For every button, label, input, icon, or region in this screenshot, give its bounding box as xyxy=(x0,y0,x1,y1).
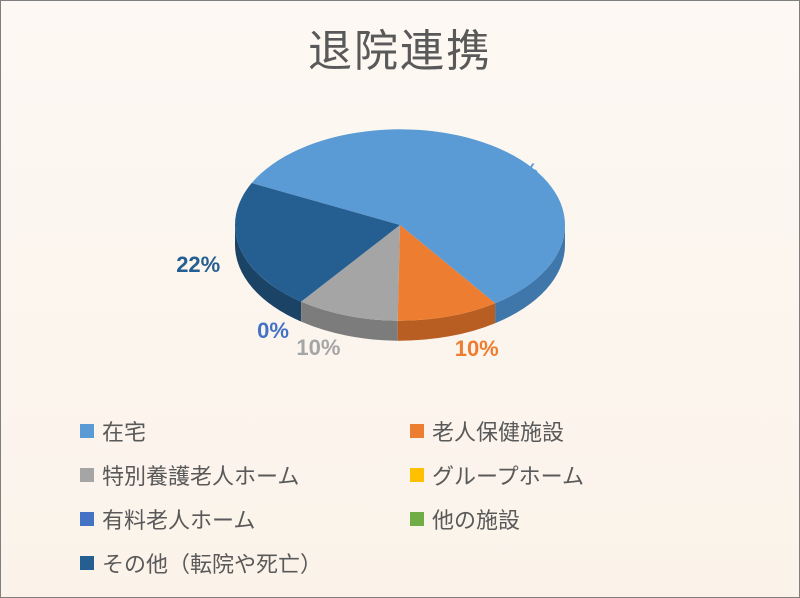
legend-label: グループホーム xyxy=(432,459,584,491)
legend-swatch xyxy=(410,424,424,438)
legend-swatch xyxy=(80,512,94,526)
legend-label: 他の施設 xyxy=(432,503,520,535)
slice-label: 0% xyxy=(257,318,289,344)
legend-swatch xyxy=(80,556,94,570)
legend-label: 在宅 xyxy=(102,415,146,447)
legend-swatch xyxy=(410,468,424,482)
legend-label: 老人保健施設 xyxy=(432,415,564,447)
legend-item: 在宅 xyxy=(80,415,390,447)
slice-label: 58% xyxy=(494,159,538,185)
legend-swatch xyxy=(80,468,94,482)
legend: 在宅 老人保健施設特別養護老人ホーム グループホーム有料老人ホーム 他の施設その他（転… xyxy=(80,415,720,579)
legend-item: 老人保健施設 xyxy=(410,415,720,447)
legend-swatch xyxy=(80,424,94,438)
slice-label: 10% xyxy=(296,335,340,361)
chart-title: 退院連携 xyxy=(308,15,492,79)
legend-item: その他（転院や死亡） xyxy=(80,547,390,579)
chart-container: 退院連携 58% 10% 10% 0% 22% 在宅 老人保健施設特別養護老人ホーム グルー… xyxy=(0,0,800,598)
legend-swatch xyxy=(410,512,424,526)
pie-chart: 58%10%10%0%22% xyxy=(220,85,580,405)
legend-item: 他の施設 xyxy=(410,503,720,535)
legend-item: 有料老人ホーム xyxy=(80,503,390,535)
slice-label: 22% xyxy=(176,252,220,278)
legend-item: グループホーム xyxy=(410,459,720,491)
pie-chart-area: 58% 10% 10% 0% 22% xyxy=(0,85,800,415)
legend-label: 有料老人ホーム xyxy=(102,503,255,535)
legend-item: 特別養護老人ホーム xyxy=(80,459,390,491)
legend-label: その他（転院や死亡） xyxy=(102,547,322,579)
legend-label: 特別養護老人ホーム xyxy=(102,459,299,491)
slice-label: 10% xyxy=(455,336,499,362)
